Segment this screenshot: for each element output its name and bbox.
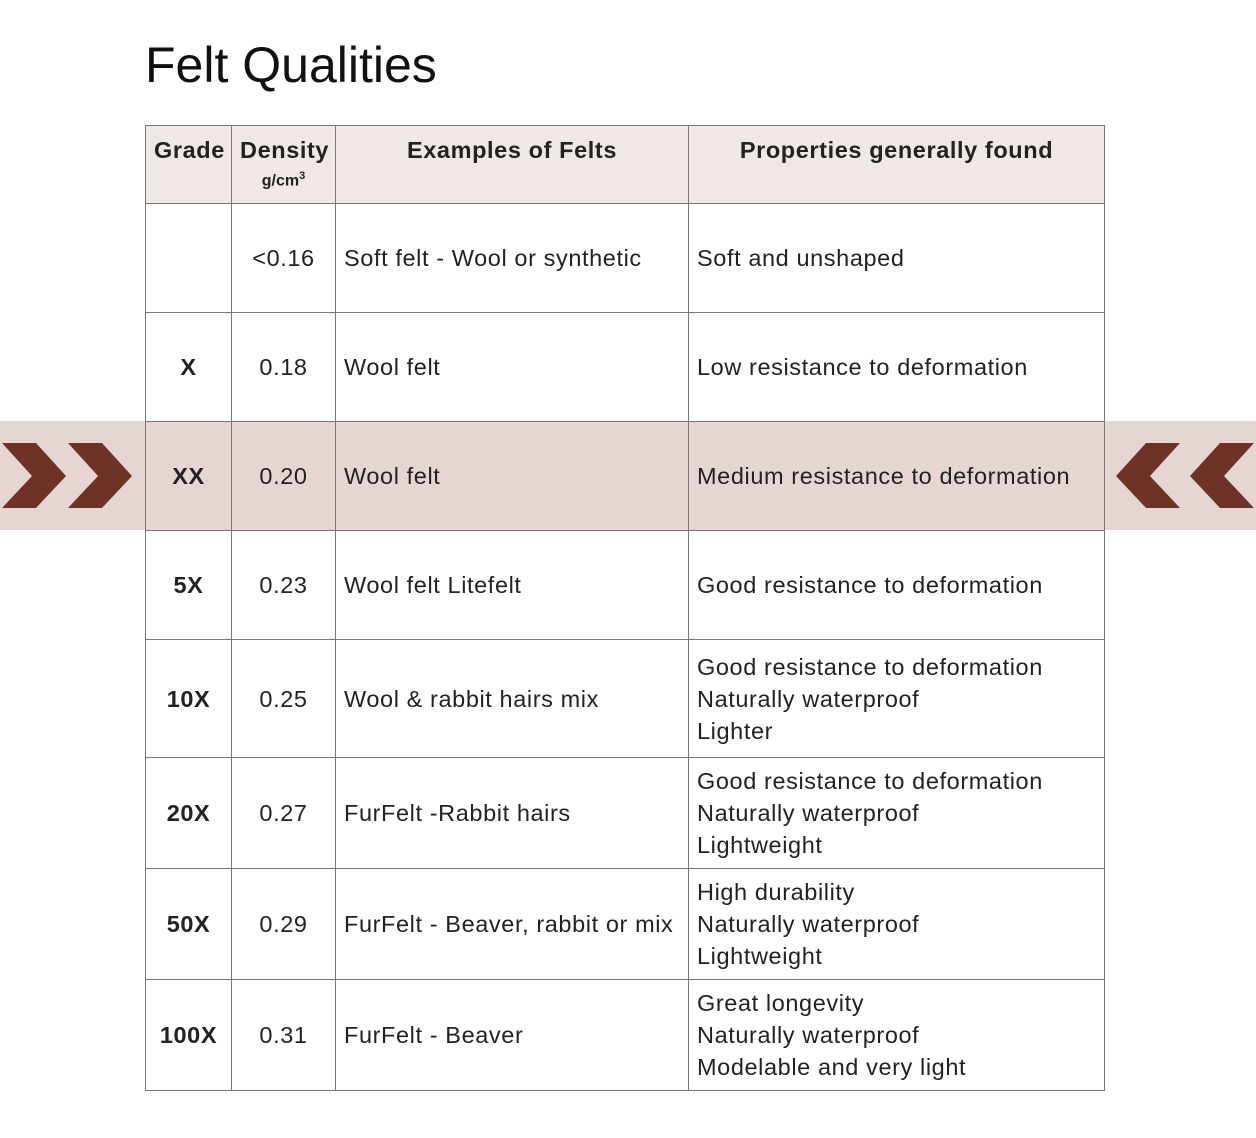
density-cell: 0.27 [231,757,336,869]
properties-cell: High durability Naturally waterproof Light… [688,868,1105,980]
chevron-right [2,443,66,508]
density-cell: 0.18 [231,312,336,422]
unit-exponent: 3 [299,170,306,182]
column-unit: g/cm3 [240,166,327,191]
grade-cell: 20X [145,757,232,869]
table-row: 10X 0.25 Wool & rabbit hairs mix Good resis… [145,639,1105,758]
property: Naturally waterproof [697,911,920,937]
property: High durability [697,879,855,905]
property: Lightweight [697,832,823,858]
properties-cell: Medium resistance to deformation [688,421,1105,531]
density-cell: 0.23 [231,530,336,640]
column-header: Grade [145,125,232,204]
example-cell: Wool & rabbit hairs mix [335,639,689,758]
chevron-left [1116,443,1180,508]
column-label: Density [240,137,330,163]
grade: 100X [159,1022,218,1048]
property: Lightweight [697,943,823,969]
density-cell: 0.29 [231,868,336,980]
table-row: XX 0.20 Wool felt Medium resistance to defo… [145,421,1105,531]
grade: XX [172,463,205,489]
density-cell: 0.31 [231,979,336,1091]
column-label: Grade [154,137,225,163]
properties-cell: Good resistance to deformation Naturally … [688,757,1105,869]
example-cell: FurFelt -Rabbit hairs [335,757,689,869]
column-label: Properties generally found [739,137,1054,163]
example-cell: FurFelt - Beaver [335,979,689,1091]
grade: X [180,354,197,380]
property: Good resistance to deformation [697,572,1043,598]
title: Felt Qualities [145,37,437,93]
grade-cell: X [145,312,232,422]
property: Great longevity [697,990,865,1016]
table-row: 100X 0.31 FurFelt - Beaver Great longevity N… [145,979,1105,1091]
example-cell: FurFelt - Beaver, rabbit or mix [335,868,689,980]
property: Good resistance to deformation [697,653,1043,680]
grade: 50X [166,911,211,937]
property: Lighter [697,717,774,744]
grade-cell: 10X [145,639,232,758]
density-cell: 0.25 [231,639,336,758]
properties-cell: Good resistance to deformation [688,530,1105,640]
property: Modelable and very light [697,1054,967,1080]
properties-cell: Good resistance to deformation Naturally … [688,639,1105,758]
properties-cell: Great longevity Naturally waterproof Model… [688,979,1105,1091]
example-cell: Wool felt [335,421,689,531]
grade: 10X [166,685,211,712]
column-header: Density g/cm3 [231,125,336,204]
table: Grade Density g/cm3 Examples of Felts Proper… [145,125,1105,1091]
grade-cell: 50X [145,868,232,980]
density-cell: <0.16 [231,203,336,313]
header-row: Grade Density g/cm3 Examples of Felts Proper… [145,125,1105,204]
example-cell: Wool felt [335,312,689,422]
property: Medium resistance to deformation [697,463,1071,489]
chevron-right [68,443,132,508]
grade: 20X [166,800,211,826]
table-row: 20X 0.27 FurFelt -Rabbit hairs Good resista… [145,757,1105,869]
table-row: <0.16 Soft felt - Wool or synthetic Soft a… [145,203,1105,313]
property: Naturally waterproof [697,685,920,712]
chevron-left [1190,443,1254,508]
grade-cell: 5X [145,530,232,640]
grade-cell [145,203,232,313]
grade-cell: 100X [145,979,232,1091]
properties-cell: Soft and unshaped [688,203,1105,313]
column-header: Examples of Felts [335,125,689,204]
property: Good resistance to deformation [697,768,1043,794]
table-row: 50X 0.29 FurFelt - Beaver, rabbit or mix Hi… [145,868,1105,980]
column-header: Properties generally found [688,125,1105,204]
grade-cell: XX [145,421,232,531]
unit-text: g/cm [261,172,300,190]
table-row: X 0.18 Wool felt Low resistance to deformat… [145,312,1105,422]
table-row: 5X 0.23 Wool felt Litefelt Good resistance … [145,530,1105,640]
properties-cell: Low resistance to deformation [688,312,1105,422]
column-label: Examples of Felts [406,137,618,163]
example-cell: Soft felt - Wool or synthetic [335,203,689,313]
property: Naturally waterproof [697,800,920,826]
property: Naturally waterproof [697,1022,920,1048]
grade: 5X [173,572,204,598]
property: Soft and unshaped [697,245,905,271]
property: Low resistance to deformation [697,354,1028,380]
example-cell: Wool felt Litefelt [335,530,689,640]
density-cell: 0.20 [231,421,336,531]
